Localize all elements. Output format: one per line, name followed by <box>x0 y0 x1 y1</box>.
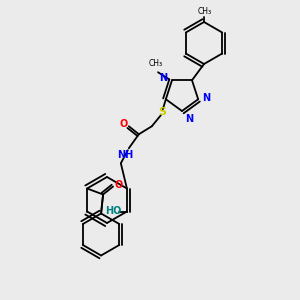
Text: N: N <box>159 73 167 83</box>
Text: NH: NH <box>117 150 133 160</box>
Text: HO: HO <box>105 206 121 217</box>
Text: O: O <box>115 181 123 190</box>
Text: S: S <box>158 107 166 117</box>
Text: CH₃: CH₃ <box>149 59 163 68</box>
Text: O: O <box>120 119 128 129</box>
Text: CH₃: CH₃ <box>198 7 212 16</box>
Text: N: N <box>185 114 193 124</box>
Text: N: N <box>202 93 210 103</box>
